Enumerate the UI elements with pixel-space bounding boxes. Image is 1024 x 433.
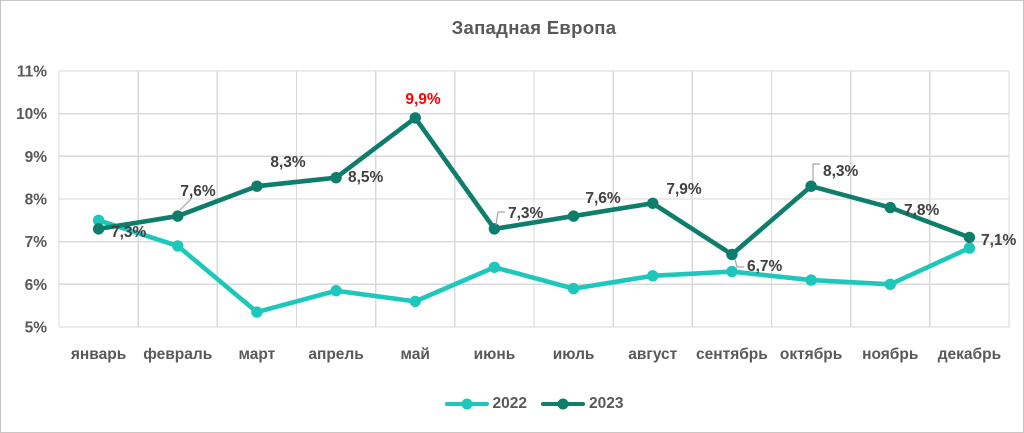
chart-title: Западная Европа xyxy=(451,17,617,38)
data-label-leader-line xyxy=(179,198,192,211)
data-label: 7,6% xyxy=(585,190,621,207)
data-label: 6,7% xyxy=(747,258,783,275)
legend-line-marker-2023-icon xyxy=(541,398,585,411)
data-label: 7,1% xyxy=(981,232,1017,249)
x-axis-month-label: август xyxy=(628,346,677,363)
legend-label-2023: 2023 xyxy=(589,395,624,412)
x-axis-month-label: октябрь xyxy=(780,346,842,363)
series-2023-point xyxy=(330,171,342,184)
x-axis-month-label: декабрь xyxy=(938,346,1001,363)
x-axis-month-label: июль xyxy=(553,346,595,363)
data-label: 7,3% xyxy=(111,224,147,241)
series-2022-point xyxy=(647,270,659,282)
series-2022-point xyxy=(330,285,342,297)
series-2023-point xyxy=(647,197,659,209)
data-label-leader-line xyxy=(812,163,820,181)
legend-label-2022: 2022 xyxy=(492,395,527,412)
series-2023-point xyxy=(92,223,105,235)
data-label: 7,3% xyxy=(508,205,544,222)
series-2023-point xyxy=(488,223,501,235)
chart-legend: 2022 2023 xyxy=(59,393,1009,415)
series-2023-point xyxy=(805,180,817,192)
data-label: 7,6% xyxy=(180,183,216,200)
y-axis-tick-label: 6% xyxy=(25,277,48,294)
series-2023-point xyxy=(251,180,263,192)
series-2023-point xyxy=(884,201,896,214)
series-2022-point xyxy=(805,274,817,286)
data-label: 8,3% xyxy=(823,163,859,180)
x-axis-month-label: июнь xyxy=(474,346,516,363)
data-label-leader-line xyxy=(734,258,744,268)
series-2022-point xyxy=(726,265,738,278)
series-2023-point xyxy=(963,231,976,244)
series-2023-line xyxy=(96,115,972,257)
legend-item-2022: 2022 xyxy=(444,395,527,413)
series-2023-point xyxy=(567,210,580,222)
x-axis-month-label: сентябрь xyxy=(696,346,768,363)
y-axis-tick-label: 11% xyxy=(17,64,47,81)
x-axis-month-label: февраль xyxy=(143,346,212,363)
series-2022-point xyxy=(251,306,263,318)
x-axis-month-label: апрель xyxy=(308,346,363,363)
series-2022-point xyxy=(409,295,421,308)
y-axis-tick-label: 10% xyxy=(16,106,47,123)
series-2023-point xyxy=(726,248,738,261)
series-2023-point xyxy=(409,112,421,124)
data-label-highlighted: 9,9% xyxy=(405,91,441,108)
series-2022-point xyxy=(963,242,976,254)
legend-line-marker-2022-icon xyxy=(444,398,489,411)
x-axis-month-label: май xyxy=(401,346,430,363)
x-axis-month-label: ноябрь xyxy=(862,346,918,363)
y-axis-tick-label: 8% xyxy=(25,192,48,209)
y-axis-tick-label: 7% xyxy=(25,234,48,251)
data-label: 7,8% xyxy=(904,202,940,219)
series-2022-point xyxy=(488,261,501,273)
series-2022-point xyxy=(884,278,896,291)
series-2022-point xyxy=(172,240,184,252)
data-label: 8,3% xyxy=(270,154,306,171)
series-2023-point xyxy=(172,210,184,222)
x-axis-month-label: март xyxy=(239,346,276,363)
data-label-leader-line xyxy=(495,211,505,226)
data-label: 8,5% xyxy=(348,169,384,186)
y-axis-tick-label: 5% xyxy=(25,320,48,337)
x-axis-month-label: январь xyxy=(71,346,126,363)
data-label: 7,9% xyxy=(666,181,702,198)
series-2022-point xyxy=(567,282,580,295)
series-2022-point xyxy=(92,214,105,227)
legend-item-2023: 2023 xyxy=(541,395,623,413)
y-axis-tick-label: 9% xyxy=(25,149,48,166)
series-2022-line xyxy=(96,218,972,315)
